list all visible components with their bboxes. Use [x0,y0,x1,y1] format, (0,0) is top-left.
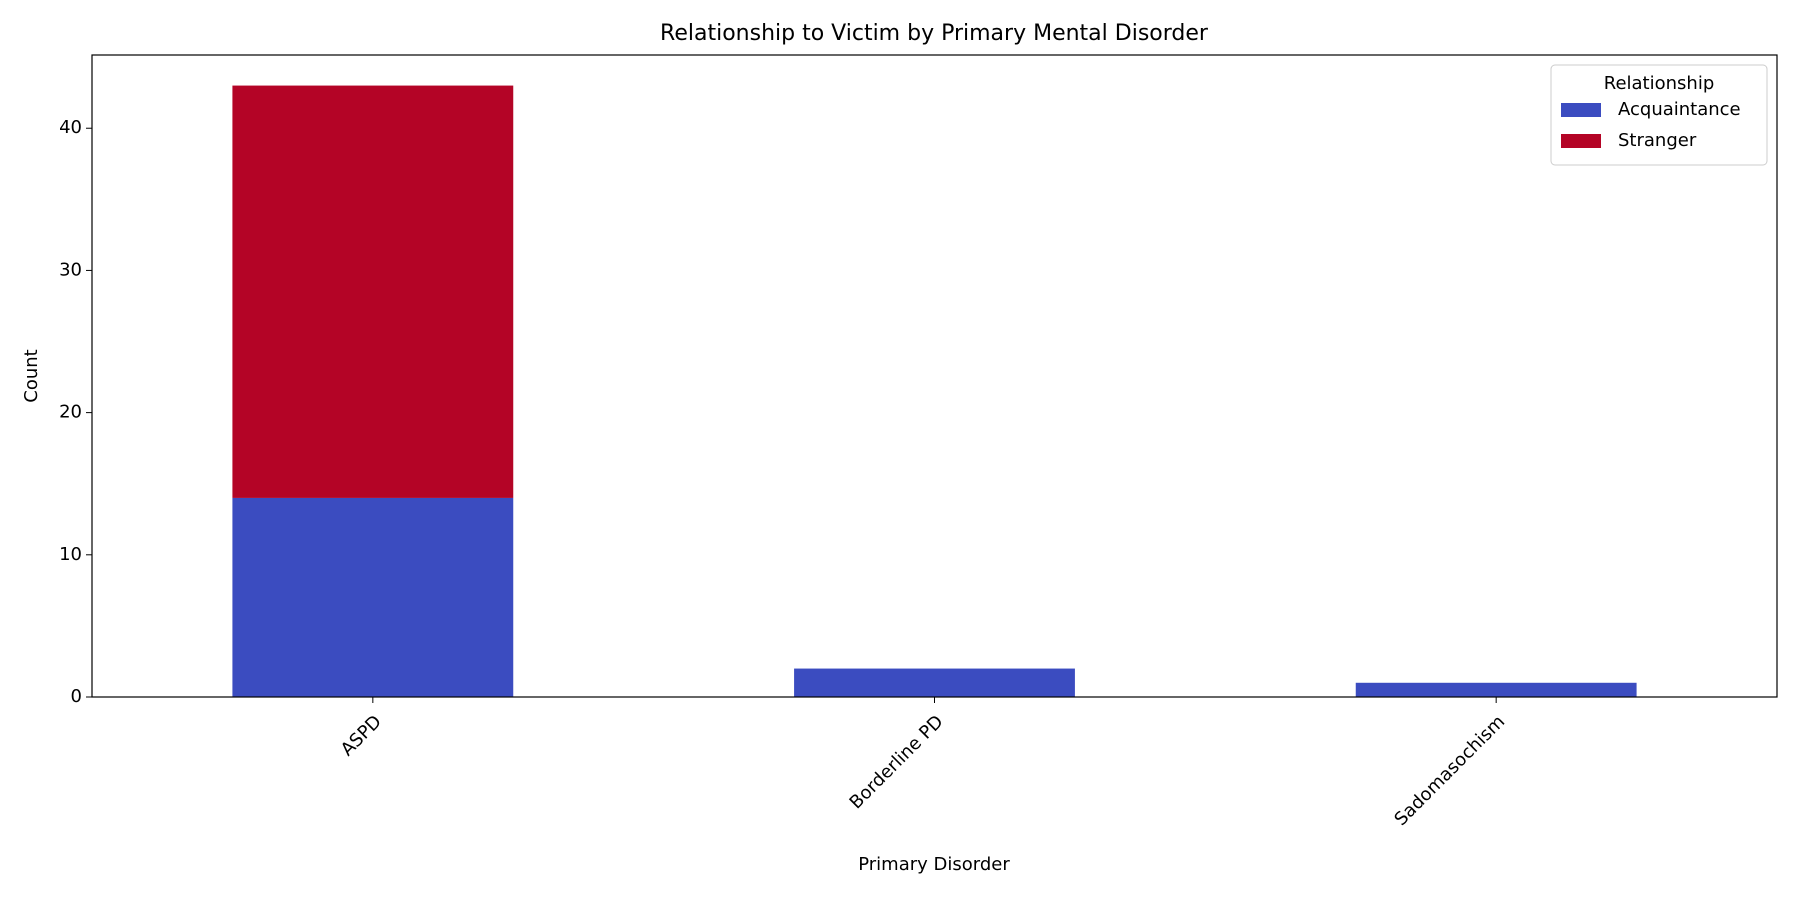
legend-box [1550,64,1768,166]
chart-title: Relationship to Victim by Primary Mental… [660,21,1209,46]
legend: Relationship Acquaintance Stranger [1550,64,1768,166]
bar-segment [232,85,514,498]
x-tick-label: Borderline PD [846,711,948,813]
x-tick-label: Sadomasochism [1390,711,1509,830]
y-tick-label: 30 [59,259,82,280]
bar-segment [794,668,1075,697]
x-axis-label: Primary Disorder [858,854,1010,875]
legend-swatch [1561,134,1601,148]
y-tick-label: 10 [59,544,82,565]
bar-segment [232,497,514,697]
bar-segment [1355,682,1637,697]
legend-title: Relationship [1604,73,1715,94]
y-tick-label: 40 [59,117,82,138]
y-axis-label: Count [21,349,42,402]
x-tick-label: ASPD [337,711,386,760]
legend-label: Acquaintance [1618,99,1741,120]
y-tick-label: 20 [59,402,82,423]
plot-frame [91,54,1778,698]
legend-label: Stranger [1618,130,1697,151]
legend-swatch [1561,103,1601,117]
y-tick-label: 0 [71,686,82,707]
